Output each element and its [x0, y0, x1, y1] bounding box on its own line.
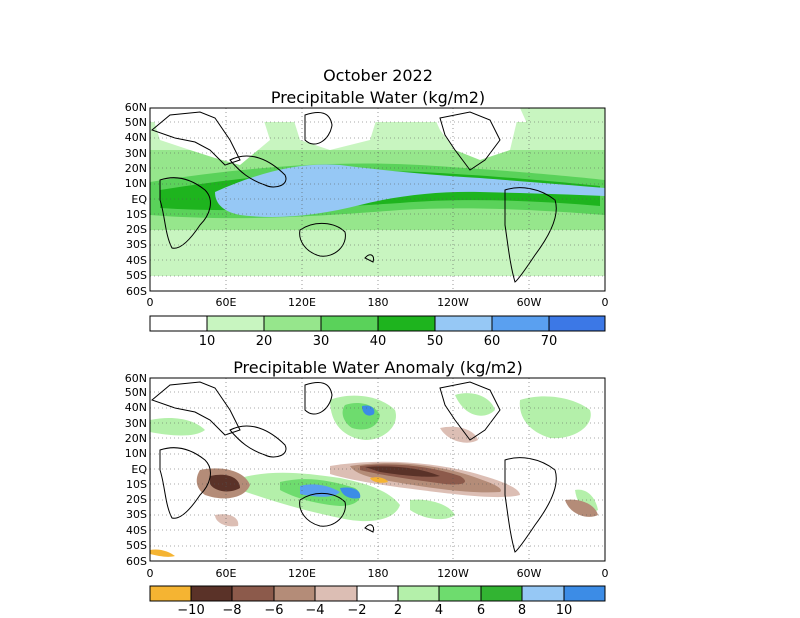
colorbar-label: 8	[518, 603, 526, 618]
lat-label: 20N	[125, 162, 147, 175]
lat-label: 40N	[125, 131, 147, 144]
lat-label: 10N	[125, 447, 147, 460]
lat-label: 10S	[126, 208, 147, 221]
lon-label: 60W	[517, 567, 542, 580]
lon-label: 0	[147, 567, 154, 580]
lat-label: 60N	[125, 372, 147, 385]
colorbar-label: 10	[556, 603, 573, 618]
colorbar-label: 40	[370, 334, 387, 349]
colorbar-swatch	[149, 315, 208, 332]
colorbar-label: 50	[427, 334, 444, 349]
lon-label: 120E	[288, 296, 316, 309]
top-map-frame	[149, 107, 606, 292]
colorbar-label: 6	[477, 603, 485, 618]
lat-label: EQ	[131, 193, 147, 206]
lat-label: 30N	[125, 417, 147, 430]
colorbar-label: −2	[347, 603, 366, 618]
lon-label: 60E	[216, 567, 237, 580]
lon-label: 120W	[437, 296, 469, 309]
lon-label: 0	[602, 296, 609, 309]
lat-label: 50N	[125, 116, 147, 129]
colorbar-swatch	[397, 585, 440, 602]
lon-label: 0	[602, 567, 609, 580]
lat-label: 60N	[125, 101, 147, 114]
colorbar-swatch	[263, 315, 322, 332]
bottom-lon-labels: 0 60E 120E 180 120W 60W 0	[147, 567, 609, 580]
lon-label: 180	[368, 296, 389, 309]
bottom-colorbar: −10 −8 −6 −4 −2 2 4 6 8 10	[149, 585, 606, 618]
lon-label: 0	[147, 296, 154, 309]
lat-label: 30S	[126, 238, 147, 251]
lat-label: 30N	[125, 147, 147, 160]
top-title-line1: October 2022	[323, 66, 433, 85]
colorbar-label: −8	[222, 603, 241, 618]
top-colorbar: 10 20 30 40 50 60 70	[149, 315, 606, 349]
colorbar-label: 4	[435, 603, 443, 618]
colorbar-label: 10	[199, 334, 216, 349]
top-map	[150, 108, 605, 291]
bottom-map	[150, 378, 605, 561]
lat-label: 30S	[126, 508, 147, 521]
colorbar-label: 20	[256, 334, 273, 349]
colorbar-label: −6	[264, 603, 283, 618]
lon-label: 120E	[288, 567, 316, 580]
bottom-title: Precipitable Water Anomaly (kg/m2)	[233, 358, 523, 377]
lon-label: 60W	[517, 296, 542, 309]
colorbar-label: −10	[177, 603, 204, 618]
bottom-map-frame	[149, 377, 606, 562]
lat-label: 50S	[126, 269, 147, 282]
lat-label: 50S	[126, 539, 147, 552]
lat-label: 20S	[126, 493, 147, 506]
lat-label: 20N	[125, 432, 147, 445]
lon-label: 60E	[216, 296, 237, 309]
colorbar-label: 70	[541, 334, 558, 349]
lat-label: 40S	[126, 524, 147, 537]
colorbar-label: −4	[305, 603, 324, 618]
lat-label: 60S	[126, 555, 147, 568]
lon-label: 180	[368, 567, 389, 580]
colorbar-swatch	[273, 585, 316, 602]
lat-label: 50N	[125, 386, 147, 399]
top-lat-labels: 60N 50N 40N 30N 20N 10N EQ 10S 20S 30S 4…	[125, 101, 148, 298]
top-lon-labels: 0 60E 120E 180 120W 60W 0	[147, 296, 609, 309]
colorbar-swatch	[563, 585, 606, 602]
bottom-lat-labels: 60N 50N 40N 30N 20N 10N EQ 10S 20S 30S 4…	[125, 372, 148, 568]
colorbar-swatch	[521, 585, 565, 602]
colorbar-swatch	[377, 315, 436, 332]
colorbar-swatch	[314, 585, 358, 602]
colorbar-label: 2	[394, 603, 402, 618]
colorbar-swatch	[438, 585, 482, 602]
lat-label: 10N	[125, 177, 147, 190]
lat-label: EQ	[131, 463, 147, 476]
lat-label: 10S	[126, 478, 147, 491]
colorbar-label: 60	[484, 334, 501, 349]
colorbar-swatch	[491, 315, 550, 332]
lat-label: 40N	[125, 401, 147, 414]
colorbar-swatch	[231, 585, 275, 602]
colorbar-swatch	[149, 585, 192, 602]
colorbar-swatch	[434, 315, 493, 332]
colorbar-swatch	[548, 315, 606, 332]
colorbar-swatch	[356, 585, 399, 602]
top-title-line2: Precipitable Water (kg/m2)	[271, 88, 485, 107]
lat-label: 40S	[126, 254, 147, 267]
colorbar-swatch	[320, 315, 379, 332]
lat-label: 20S	[126, 223, 147, 236]
colorbar-swatch	[190, 585, 233, 602]
colorbar-swatch	[206, 315, 265, 332]
colorbar-label: 30	[313, 334, 330, 349]
colorbar-swatch	[480, 585, 523, 602]
lat-label: 60S	[126, 285, 147, 298]
lon-label: 120W	[437, 567, 469, 580]
